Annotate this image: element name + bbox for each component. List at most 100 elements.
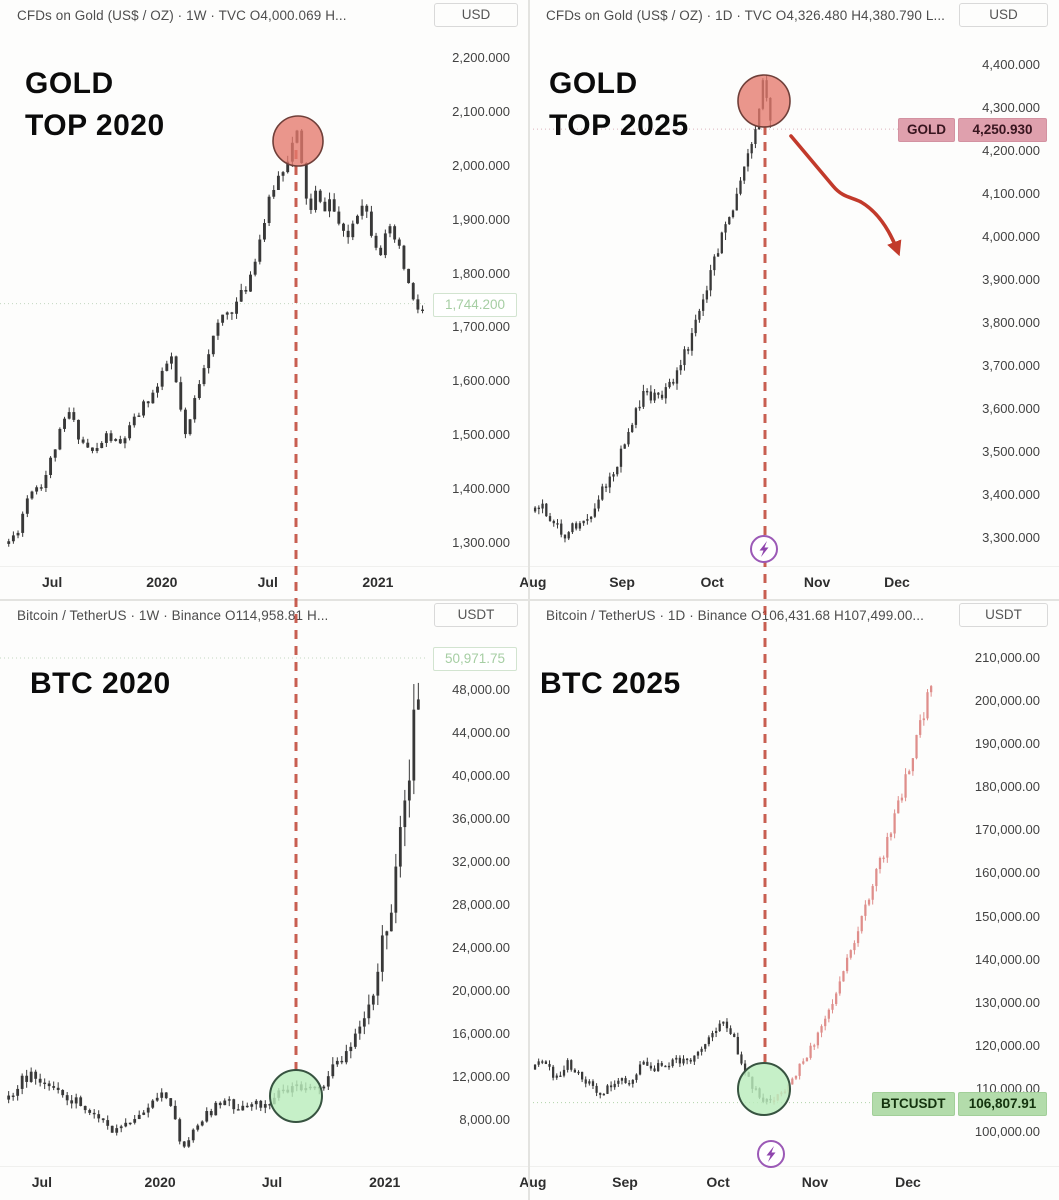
currency-badge[interactable]: USDT	[434, 603, 518, 627]
price-tick: 3,800.000	[982, 314, 1040, 330]
price-tick: 180,000.00	[974, 779, 1040, 795]
price-tick: 2,000.000	[452, 157, 510, 173]
time-tick: Sep	[612, 1174, 638, 1190]
price-tick: 32,000.00	[452, 853, 510, 869]
annotation-title: BTC 2025	[540, 667, 681, 700]
currency-badge[interactable]: USDT	[959, 603, 1048, 627]
price-tick: 130,000.00	[974, 994, 1040, 1010]
price-tick: 3,900.000	[982, 271, 1040, 287]
price-tick: 4,300.000	[982, 99, 1040, 115]
price-tick: 210,000.00	[974, 649, 1040, 665]
currency-badge[interactable]: USD	[434, 3, 518, 27]
price-tick: 1,900.000	[452, 211, 510, 227]
price-tick: 1,700.000	[452, 319, 510, 335]
last-price-badge: 4,250.930	[958, 118, 1047, 143]
price-tick: 48,000.00	[452, 681, 510, 697]
price-tick: 1,300.000	[452, 534, 510, 550]
time-axis[interactable]: Aug Sep Oct Nov Dec	[519, 1166, 1059, 1199]
price-tick: 3,600.000	[982, 400, 1040, 416]
price-tick: 4,400.000	[982, 56, 1040, 72]
price-tick: 1,800.000	[452, 265, 510, 281]
price-tick: 170,000.00	[974, 822, 1040, 838]
price-tick: 3,500.000	[982, 443, 1040, 459]
candlestick-series	[7, 682, 420, 1149]
time-tick: Jul	[41, 574, 63, 590]
time-tick: Nov	[801, 1174, 829, 1190]
horizontal-panel-divider	[0, 599, 1059, 601]
price-tick: 8,000.00	[459, 1112, 510, 1127]
annotation-title: GOLD TOP 2020	[25, 67, 165, 142]
price-tick: 20,000.00	[452, 982, 510, 998]
price-tick: 120,000.00	[974, 1037, 1040, 1053]
symbol-header[interactable]: Bitcoin / TetherUS · 1D · Binance O106,4…	[546, 608, 924, 623]
time-axis[interactable]: Aug Sep Oct Nov Dec	[519, 566, 1059, 599]
chart-panel-gold-2025: CFDs on Gold (US$ / OZ) · 1D · TVC O4,32…	[519, 0, 1059, 600]
time-tick: 2021	[362, 574, 394, 590]
time-tick: Sep	[609, 574, 635, 590]
price-tick: 1,400.000	[452, 481, 510, 497]
price-tick: 2,100.000	[452, 104, 510, 120]
time-tick: Oct	[700, 574, 724, 590]
candlestick-series	[533, 74, 772, 543]
time-tick: Aug	[519, 574, 547, 590]
candlestick-series	[533, 1018, 772, 1105]
price-tick: 3,400.000	[982, 486, 1040, 502]
price-tick: 160,000.00	[974, 865, 1040, 881]
price-tick: 4,100.000	[982, 185, 1040, 201]
candlestick-series	[7, 129, 424, 547]
price-tick: 4,000.000	[982, 228, 1040, 244]
price-tick: 36,000.00	[452, 810, 510, 826]
price-tick: 150,000.00	[974, 908, 1040, 924]
candlestick-plot-btc-2020[interactable]	[0, 600, 427, 1200]
annotation-title: BTC 2020	[30, 667, 171, 700]
price-axis[interactable]: 210,000.00 200,000.00 190,000.00 180,000.00…	[952, 600, 1059, 1166]
price-axis[interactable]: 2,200.000 2,100.000 2,000.000 1,900.000 1,80…	[427, 0, 529, 566]
currency-badge[interactable]: USD	[959, 3, 1048, 27]
symbol-price-badge: BTCUSDT	[872, 1091, 955, 1116]
price-tick: 190,000.00	[974, 736, 1040, 752]
last-price-badge: 1,744.200	[433, 292, 517, 317]
price-tick: 140,000.00	[974, 951, 1040, 967]
price-tick: 1,600.000	[452, 373, 510, 389]
price-tick: 16,000.00	[452, 1025, 510, 1041]
time-tick: Jul	[31, 1174, 52, 1190]
time-tick: Jul	[261, 1174, 283, 1190]
symbol-header[interactable]: CFDs on Gold (US$ / OZ) · 1W · TVC O4,00…	[17, 8, 347, 23]
candlestick-plot-gold-2020[interactable]	[0, 0, 427, 600]
time-axis[interactable]: Jul 2020 Jul 2021	[0, 1166, 529, 1199]
price-tick: 40,000.00	[452, 767, 510, 783]
price-tick: 200,000.00	[974, 693, 1040, 709]
price-tick: 3,700.000	[982, 357, 1040, 373]
price-axis[interactable]: 4,400.000 4,300.000 4,200.000 4,100.000 4,00…	[952, 0, 1059, 566]
time-tick: Aug	[519, 1174, 547, 1190]
price-tick: 1,500.000	[452, 427, 510, 443]
price-tick: 24,000.00	[452, 939, 510, 955]
time-tick: 2020	[146, 574, 178, 590]
chart-panel-btc-2020: Bitcoin / TetherUS · 1W · Binance O114,9…	[0, 600, 529, 1200]
price-axis[interactable]: 48,000.00 44,000.00 40,000.00 36,000.00 32,0…	[427, 600, 529, 1166]
annotation-title: GOLD TOP 2025	[549, 67, 689, 142]
time-tick: Oct	[706, 1174, 730, 1190]
price-tick: 4,200.000	[982, 142, 1040, 158]
candlestick-plot-gold-2025[interactable]	[529, 0, 952, 600]
price-tick: 12,000.00	[452, 1068, 510, 1084]
price-tick: 44,000.00	[452, 724, 510, 740]
time-tick: 2020	[144, 1174, 176, 1190]
last-price-badge: 106,807.91	[958, 1091, 1047, 1116]
price-tick: 100,000.00	[974, 1124, 1040, 1139]
time-tick: Dec	[895, 1174, 921, 1190]
symbol-header[interactable]: Bitcoin / TetherUS · 1W · Binance O114,9…	[17, 608, 329, 623]
candlestick-series	[772, 684, 933, 1105]
symbol-price-badge: GOLD	[898, 118, 955, 143]
price-tick: 2,200.000	[452, 50, 510, 66]
time-tick: 2021	[369, 1174, 401, 1190]
symbol-header[interactable]: CFDs on Gold (US$ / OZ) · 1D · TVC O4,32…	[546, 8, 946, 23]
last-price-badge: 50,971.75	[433, 647, 517, 672]
price-tick: 3,300.000	[982, 529, 1040, 545]
time-tick: Jul	[257, 574, 278, 590]
time-tick: Nov	[803, 574, 831, 590]
price-tick: 28,000.00	[452, 896, 510, 912]
time-tick: Dec	[884, 574, 910, 590]
time-axis[interactable]: Jul 2020 Jul 2021	[0, 566, 529, 599]
